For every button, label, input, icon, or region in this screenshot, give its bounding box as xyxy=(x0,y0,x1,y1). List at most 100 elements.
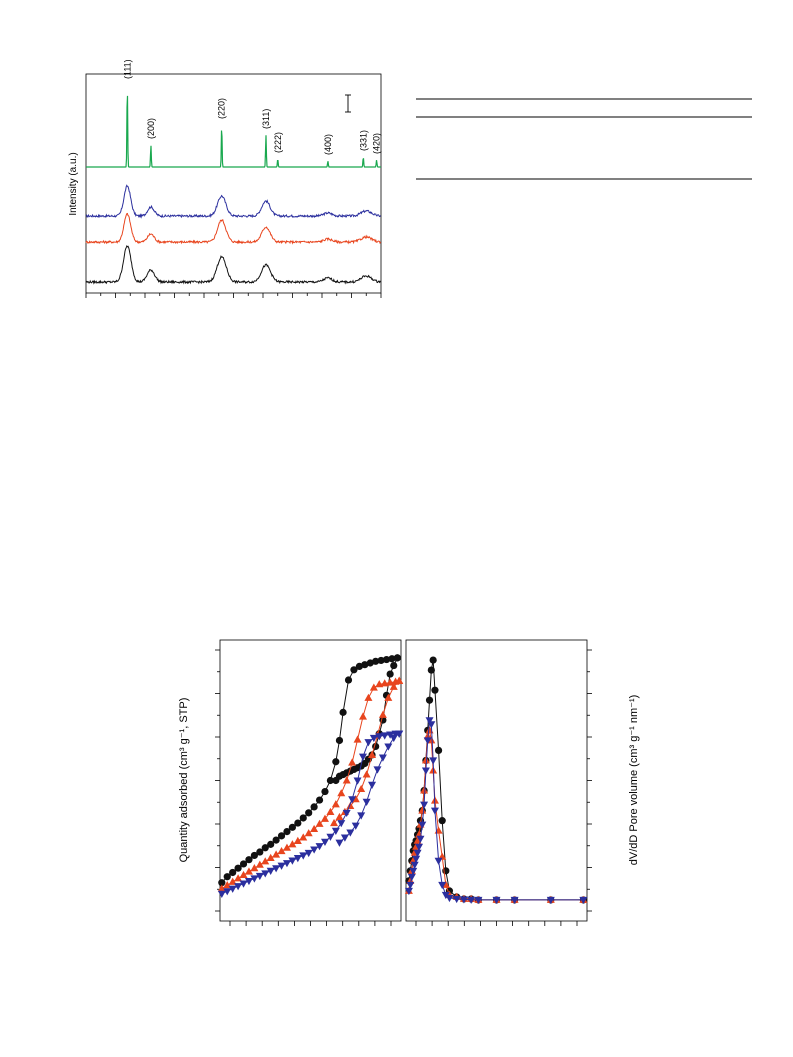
pore-size-point xyxy=(427,666,435,674)
isotherm-point xyxy=(353,777,362,785)
isotherm-point xyxy=(217,884,226,892)
isotherm-point xyxy=(261,844,269,852)
pore-size-y-axis-label: dV/dD Pore volume (cm³ g⁻¹ nm⁻¹) xyxy=(628,695,640,866)
pore-size-point xyxy=(412,855,421,863)
isotherm-point xyxy=(294,819,302,827)
isotherm-point xyxy=(342,809,351,818)
isotherm-desorption-point xyxy=(346,801,355,810)
pore-size-point xyxy=(420,801,429,809)
pore-size-point xyxy=(410,861,419,869)
isotherm-point xyxy=(229,868,237,877)
isotherm-point xyxy=(332,758,340,766)
isotherm-point xyxy=(348,758,357,766)
isotherm-point xyxy=(388,655,396,663)
isotherm-point xyxy=(382,655,391,664)
isotherm-point xyxy=(272,850,281,858)
isotherm-point xyxy=(375,733,384,741)
pore-size-point xyxy=(404,887,413,896)
isotherm-point xyxy=(261,857,270,865)
isotherm-point xyxy=(272,865,281,873)
pore-size-point xyxy=(427,721,436,729)
isotherm-desorption-point xyxy=(384,743,393,751)
xrd-reference-pattern xyxy=(86,95,381,168)
xrd-peak-labels: (111) (200) (220) (311)(222) (400) (331) (420) xyxy=(122,59,381,155)
isotherm-point xyxy=(234,874,243,882)
pore-size-point xyxy=(579,896,588,905)
xrd-x-ticks xyxy=(85,293,382,298)
pore-size-point xyxy=(474,896,483,905)
isotherm-desorption-point xyxy=(372,742,380,751)
pore-size-point xyxy=(467,896,476,904)
pore-size-point xyxy=(418,806,427,814)
isotherm-point xyxy=(234,883,243,891)
table-rules xyxy=(416,98,752,180)
isotherm-desorption-point xyxy=(362,798,371,806)
isotherm-point xyxy=(310,846,319,854)
isotherm-point xyxy=(353,735,362,743)
pore-size-point xyxy=(420,786,429,794)
pore-size-point xyxy=(546,896,555,905)
isotherm-point xyxy=(326,776,335,785)
isotherm-point xyxy=(272,836,280,844)
isotherm-point xyxy=(277,862,286,870)
pore-size-point xyxy=(425,717,434,725)
isotherm-point xyxy=(305,809,313,817)
pore-size-point xyxy=(421,756,430,764)
isotherm-desorption-point xyxy=(390,661,398,670)
isotherm-point xyxy=(266,853,275,861)
xrd-reference-line xyxy=(86,95,381,168)
isotherm-point xyxy=(250,851,258,860)
isotherm-point xyxy=(234,864,242,872)
isotherm-desorption-point xyxy=(378,754,387,762)
isotherm-point xyxy=(250,864,259,872)
isotherm-point xyxy=(250,875,259,883)
isotherm-point xyxy=(395,730,404,738)
isotherm-point xyxy=(342,776,351,784)
isotherm-point xyxy=(245,856,253,864)
isotherm-desorption-point xyxy=(378,710,387,718)
isotherm-point xyxy=(310,824,319,833)
isotherm-point xyxy=(344,676,353,684)
isotherm-desorption-point xyxy=(332,776,340,785)
pore-size-point xyxy=(492,896,501,905)
isotherm-desorption-point xyxy=(368,781,377,789)
isotherm-point xyxy=(348,796,357,804)
isotherm-desorption-point xyxy=(340,834,349,842)
isotherm-point xyxy=(315,819,324,827)
xrd-peak-label: (200) xyxy=(146,118,156,139)
isotherm-point xyxy=(304,829,313,837)
isotherm-series-group xyxy=(217,654,404,898)
pore-size-point xyxy=(434,857,443,865)
isotherm-point xyxy=(366,659,374,667)
isotherm-line-black xyxy=(221,657,398,884)
isotherm-point xyxy=(310,803,318,811)
isotherm-desorption-point xyxy=(330,818,339,827)
pore-size-point xyxy=(416,835,425,843)
pore-size-point xyxy=(429,757,438,765)
isotherm-point xyxy=(223,888,232,896)
isotherm-desorption-point xyxy=(351,822,360,830)
xrd-peak-label: (220) xyxy=(217,98,227,119)
isotherm-point xyxy=(283,827,291,836)
isotherm-chart: Quantity adsorbed (cm³ g⁻¹, STP) xyxy=(178,639,404,926)
pore-size-line-black xyxy=(408,659,584,901)
isotherm-point xyxy=(326,807,335,816)
isotherm-point xyxy=(266,867,275,875)
xrd-peak-label: (311) xyxy=(261,109,271,129)
isotherm-point xyxy=(369,683,378,691)
isotherm-point xyxy=(299,852,308,860)
xrd-peak-label: (420) xyxy=(372,133,382,154)
pore-size-point xyxy=(413,849,422,857)
isotherm-y-axis-label: Quantity adsorbed (cm³ g⁻¹, STP) xyxy=(178,698,190,863)
pore-size-point xyxy=(430,807,439,815)
pore-size-point xyxy=(510,896,519,905)
xrd-series-black xyxy=(85,244,382,285)
pore-size-point xyxy=(425,696,434,704)
isotherm-point xyxy=(299,833,308,841)
isotherm-desorption-point xyxy=(386,670,394,678)
isotherm-point xyxy=(255,860,264,868)
pore-size-ticks xyxy=(415,649,592,926)
pore-size-point xyxy=(429,656,437,664)
isotherm-point xyxy=(288,857,297,865)
xrd-peak-label: (331) xyxy=(358,130,368,151)
